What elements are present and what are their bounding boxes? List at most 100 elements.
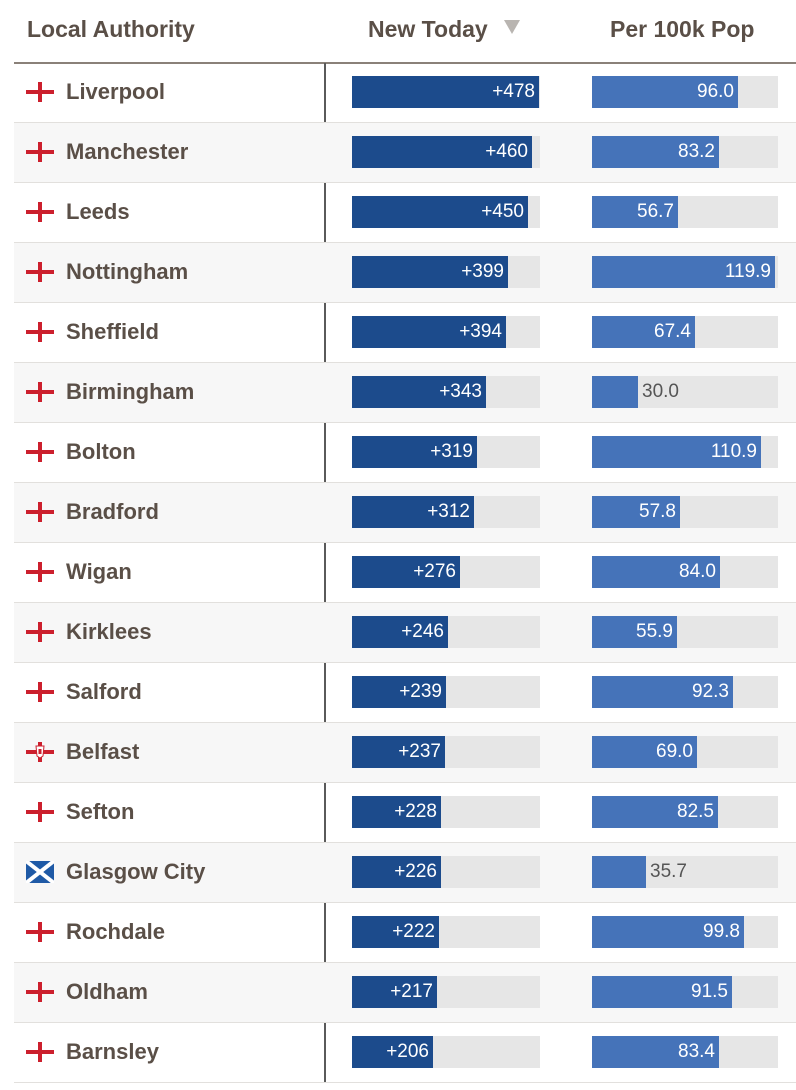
table-row[interactable]: Rochdale +222 99.8 — [14, 903, 796, 963]
header-local-authority[interactable]: Local Authority — [27, 16, 195, 42]
new-today-bar: +246 — [352, 616, 448, 648]
table-row[interactable]: Liverpool +478 96.0 — [14, 63, 796, 123]
authority-name: Rochdale — [66, 919, 166, 944]
authority-name: Birmingham — [66, 379, 195, 404]
authority-name: Glasgow City — [66, 859, 206, 884]
authority-name: Sefton — [66, 799, 135, 824]
england-flag-icon — [26, 921, 54, 943]
new-today-value: +217 — [390, 981, 433, 1002]
per-100k-bar: 69.0 — [592, 736, 697, 768]
table-row[interactable]: Sefton +228 82.5 — [14, 783, 796, 843]
table-row[interactable]: Salford +239 92.3 — [14, 663, 796, 723]
england-flag-icon — [26, 621, 54, 643]
new-today-bar: +478 — [352, 76, 539, 108]
new-today-bar: +399 — [352, 256, 508, 288]
new-today-bar-track: +222 — [352, 916, 540, 948]
authority-name: Oldham — [66, 979, 148, 1004]
per-100k-bar-track: 119.9 — [592, 256, 778, 288]
table-row[interactable]: Bolton +319 110.9 — [14, 423, 796, 483]
new-today-bar-track: +312 — [352, 496, 540, 528]
new-today-value: +226 — [394, 861, 437, 882]
table-row[interactable]: Belfast +237 69.0 — [14, 723, 796, 783]
authority-name: Nottingham — [66, 259, 189, 284]
per-100k-value: 83.4 — [678, 1041, 715, 1062]
new-today-bar-track: +228 — [352, 796, 540, 828]
england-flag-icon — [26, 81, 54, 103]
england-flag-icon — [26, 381, 54, 403]
per-100k-bar-track: 30.0 — [592, 376, 778, 408]
per-100k-bar-track: 110.9 — [592, 436, 778, 468]
new-today-bar-track: +319 — [352, 436, 540, 468]
per-100k-bar: 83.4 — [592, 1036, 719, 1068]
new-today-bar-track: +246 — [352, 616, 540, 648]
england-flag-icon — [26, 141, 54, 163]
authority-name: Salford — [66, 679, 142, 704]
per-100k-bar: 57.8 — [592, 496, 680, 528]
per-100k-value: 91.5 — [691, 981, 728, 1002]
new-today-bar-track: +450 — [352, 196, 540, 228]
new-today-bar: +237 — [352, 736, 445, 768]
authority-name: Sheffield — [66, 319, 159, 344]
table-row[interactable]: Barnsley +206 83.4 — [14, 1023, 796, 1083]
per-100k-bar: 84.0 — [592, 556, 720, 588]
authority-name: Manchester — [66, 139, 189, 164]
authority-name: Kirklees — [66, 619, 152, 644]
table-row[interactable]: Sheffield +394 67.4 — [14, 303, 796, 363]
table-row[interactable]: Nottingham +399 119.9 — [14, 243, 796, 303]
table-row[interactable]: Manchester +460 83.2 — [14, 123, 796, 183]
per-100k-value: 83.2 — [678, 141, 715, 162]
new-today-bar-track: +237 — [352, 736, 540, 768]
england-flag-icon — [26, 981, 54, 1003]
england-flag-icon — [26, 561, 54, 583]
table-body: Liverpool +478 96.0 Manchester +460 83.2 Leeds… — [14, 63, 796, 1083]
new-today-bar-track: +478 — [352, 76, 540, 108]
england-flag-icon — [26, 501, 54, 523]
header-per-100k[interactable]: Per 100k Pop — [610, 16, 755, 42]
new-today-bar: +450 — [352, 196, 528, 228]
authority-name: Leeds — [66, 199, 130, 224]
northern-ireland-flag-icon — [26, 741, 54, 763]
per-100k-value: 92.3 — [692, 681, 729, 702]
per-100k-value: 56.7 — [637, 201, 674, 222]
per-100k-bar: 55.9 — [592, 616, 677, 648]
per-100k-value: 30.0 — [642, 381, 679, 402]
new-today-value: +394 — [459, 321, 502, 342]
new-today-value: +319 — [430, 441, 473, 462]
per-100k-bar-track: 35.7 — [592, 856, 778, 888]
per-100k-bar-track: 92.3 — [592, 676, 778, 708]
table-row[interactable]: Glasgow City +226 35.7 — [14, 843, 796, 903]
per-100k-bar-track: 55.9 — [592, 616, 778, 648]
new-today-bar-track: +394 — [352, 316, 540, 348]
per-100k-value: 96.0 — [697, 81, 734, 102]
table-row[interactable]: Birmingham +343 30.0 — [14, 363, 796, 423]
header-new-today[interactable]: New Today — [368, 16, 488, 42]
new-today-value: +237 — [398, 741, 441, 762]
table-row[interactable]: Oldham +217 91.5 — [14, 963, 796, 1023]
per-100k-value: 119.9 — [724, 261, 771, 282]
new-today-bar-track: +276 — [352, 556, 540, 588]
new-today-bar: +228 — [352, 796, 441, 828]
authority-name: Bradford — [66, 499, 159, 524]
new-today-value: +460 — [485, 141, 528, 162]
new-today-value: +276 — [413, 561, 456, 582]
new-today-bar-track: +239 — [352, 676, 540, 708]
per-100k-bar-track: 83.4 — [592, 1036, 778, 1068]
per-100k-bar-track: 69.0 — [592, 736, 778, 768]
per-100k-bar: 30.0 — [592, 376, 679, 408]
table-row[interactable]: Kirklees +246 55.9 — [14, 603, 796, 663]
per-100k-bar-track: 82.5 — [592, 796, 778, 828]
new-today-bar-track: +399 — [352, 256, 540, 288]
table-row[interactable]: Wigan +276 84.0 — [14, 543, 796, 603]
new-today-bar: +460 — [352, 136, 532, 168]
table-row[interactable]: Leeds +450 56.7 — [14, 183, 796, 243]
new-today-bar: +319 — [352, 436, 477, 468]
per-100k-bar-track: 57.8 — [592, 496, 778, 528]
per-100k-value: 82.5 — [677, 801, 714, 822]
per-100k-bar-track: 96.0 — [592, 76, 778, 108]
new-today-value: +312 — [427, 501, 470, 522]
england-flag-icon — [26, 201, 54, 223]
table-row[interactable]: Bradford +312 57.8 — [14, 483, 796, 543]
sort-descending-icon[interactable] — [504, 20, 520, 34]
new-today-bar: +276 — [352, 556, 460, 588]
new-today-bar-track: +226 — [352, 856, 540, 888]
